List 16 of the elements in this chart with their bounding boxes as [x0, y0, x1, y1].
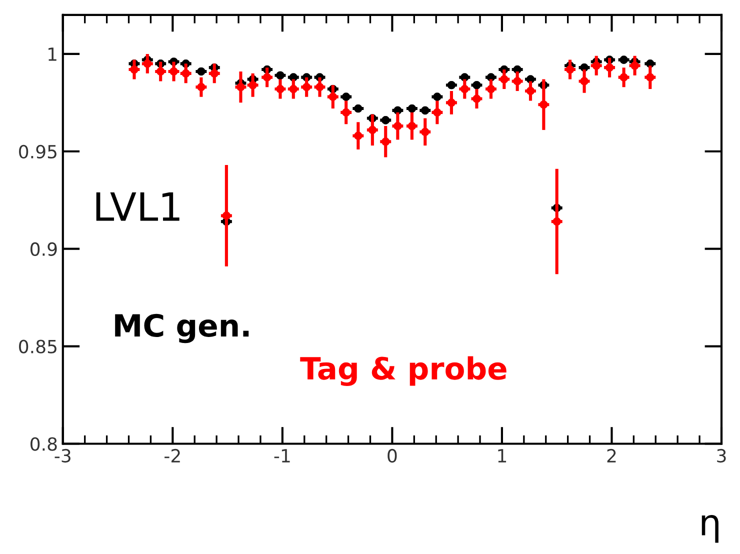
legend-label: MC gen. — [115, 314, 249, 344]
x-tick-label: 0 — [388, 448, 397, 463]
x-tick-label: -2 — [164, 448, 180, 462]
x-tick-label: 2 — [607, 448, 616, 462]
y-tick-label: 1 — [48, 48, 56, 61]
y-tick-label: 0.85 — [19, 340, 56, 354]
x-tick-label: 1 — [498, 449, 506, 462]
x-tick-label: -3 — [54, 448, 70, 463]
y-tick-label: 0.9 — [30, 242, 57, 256]
text: Tag & probe — [300, 356, 506, 386]
y-tick-label: 0.8 — [30, 437, 57, 451]
x-tick-label: 3 — [717, 448, 726, 463]
y-tick-label: 0.95 — [19, 144, 56, 159]
x-tick-label: -1 — [274, 449, 290, 462]
x-axis-title: η — [702, 514, 718, 543]
annotation: LVL1 — [96, 192, 180, 221]
